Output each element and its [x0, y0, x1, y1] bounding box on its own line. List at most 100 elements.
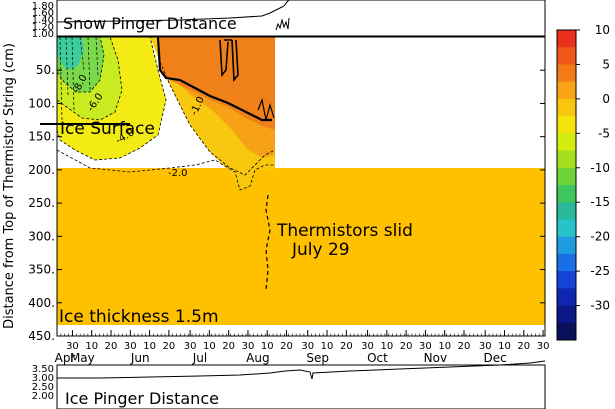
x-tick-label: 10 [498, 341, 511, 352]
snow-y-tick-4: 1.20 [32, 22, 54, 33]
colorbar-label: 0 [602, 92, 610, 106]
region-no-data [275, 37, 545, 168]
contour-label: -2.0 [168, 168, 188, 179]
x-tick-label: 30 [66, 341, 79, 352]
x-axis: 30 10 20 30 10 20 30 10 20 30 10 20 30 10 20 30 10 20 30 10… [56, 330, 550, 352]
contour-minus-6 [56, 36, 123, 121]
x-tick-label: 20 [340, 341, 353, 352]
y-axis-label: Distance from Top of Thermistor String (… [2, 43, 17, 329]
x-tick-label: 10 [143, 341, 156, 352]
snow-pinger-noise [275, 17, 290, 31]
colorbar-label: -30 [590, 299, 610, 313]
x-tick-label: 20 [222, 341, 235, 352]
x-tick-label: 10 [438, 341, 451, 352]
month-label: Jun [130, 351, 150, 365]
colorbar-swatch [557, 150, 576, 169]
colorbar-swatch [557, 219, 576, 238]
ice-surface-contour [156, 36, 272, 122]
snow-y-tick-5: 1.00 [32, 29, 54, 40]
contour-edge-cells [257, 97, 275, 121]
region-ice-bulk [57, 168, 545, 325]
colorbar-label: 10 [595, 23, 610, 37]
x-tick-label: 10 [203, 341, 216, 352]
plot-frame [56, 36, 546, 337]
x-tick-label: 30 [184, 341, 197, 352]
contour-zero-cells [219, 39, 239, 83]
contour-stripes [59, 36, 99, 121]
x-tick-label: 30 [479, 341, 492, 352]
x-tick-label: 20 [458, 341, 471, 352]
x-tick-label: 10 [261, 341, 274, 352]
y-tick-label: 250. [28, 196, 55, 210]
colorbar-swatch [557, 116, 576, 134]
month-label: Sep [306, 351, 329, 365]
colorbar-swatch [557, 64, 576, 83]
colorbar-swatch [557, 185, 576, 203]
y-axis: 50. 100. 150. 200. 250. 300. 350. 400. 450. [28, 63, 545, 343]
heatmap-panel: Ice Surface Thermistors slid July 29 Ice… [2, 36, 550, 365]
contour-minus-8 [56, 36, 105, 93]
y-tick-label: 450. [28, 329, 55, 343]
colorbar-label: -25 [590, 264, 610, 278]
x-tick-label: 30 [537, 341, 550, 352]
month-label: Oct [367, 351, 388, 365]
ice-surface-label: Ice Surface [60, 119, 155, 139]
x-tick-label: 30 [301, 341, 314, 352]
region-positive [160, 37, 275, 130]
month-label: Jul [192, 351, 207, 365]
colorbar-swatch [557, 305, 576, 324]
colorbar-frame [556, 29, 577, 341]
ice-pinger-title: Ice Pinger Distance [65, 389, 219, 408]
x-tick-label: 30 [361, 341, 374, 352]
x-tick-label: 30 [242, 341, 255, 352]
colorbar-label: -5 [598, 126, 610, 140]
colorbar-swatch [557, 322, 576, 341]
y-tick-label: 400. [28, 296, 55, 310]
snow-pinger-frame [56, 0, 546, 37]
colorbar-swatch [557, 30, 576, 48]
snow-pinger-title: Snow Pinger Distance [63, 14, 237, 33]
colorbar-swatch [557, 253, 576, 272]
ice-pinger-line [57, 360, 546, 380]
ice-pinger-panel: Ice Pinger Distance 3.50 3.00 2.50 2.00 [32, 360, 546, 409]
ice-y-tick-3: 2.50 [32, 382, 54, 393]
ice-y-tick-2: 3.00 [32, 373, 54, 384]
x-tick-label: 10 [85, 341, 98, 352]
thermistor-slip-marker [265, 194, 271, 291]
ice-thickness-label: Ice thickness 1.5m [59, 307, 219, 327]
snow-y-tick-2: 1.60 [32, 8, 54, 19]
x-tick-label: 30 [419, 341, 432, 352]
colorbar-swatch [557, 236, 576, 255]
thermistors-label-line1: Thermistors slid [276, 221, 413, 241]
month-label: Dec [484, 351, 507, 365]
colorbar-label: -10 [590, 161, 610, 175]
ice-y-tick-4: 2.00 [32, 391, 54, 402]
snow-pinger-panel: Snow Pinger Distance 1.80 1.60 1.40 1.20… [32, 0, 546, 40]
colorbar-swatch [557, 167, 576, 186]
ice-y-tick-1: 3.50 [32, 364, 54, 375]
colorbar-swatch [557, 202, 576, 220]
thermistors-label-line2: July 29 [291, 240, 350, 260]
region-minus-10 [57, 37, 84, 70]
snow-y-tick-1: 1.80 [32, 1, 54, 12]
contour-minus-2 [56, 149, 275, 191]
x-tick-label: 10 [380, 341, 393, 352]
y-tick-label: 50. [36, 63, 55, 77]
colorbar-label: -20 [590, 230, 610, 244]
x-tick-label: 20 [400, 341, 413, 352]
x-tick-label: 20 [517, 341, 530, 352]
x-tick-label: 20 [280, 341, 293, 352]
snow-pinger-line [56, 0, 290, 23]
colorbar-label: -15 [590, 195, 610, 209]
y-tick-label: 350. [28, 263, 55, 277]
month-label: Aug [246, 351, 269, 365]
colorbar-swatch [557, 81, 576, 100]
colorbar-swatch [557, 288, 576, 307]
y-tick-label: 300. [28, 229, 55, 243]
month-label: Nov [424, 351, 447, 365]
colorbar: 10 5 0 -5 -10 -15 -20 -25 -30 [556, 23, 610, 341]
x-tick-label: 20 [163, 341, 176, 352]
